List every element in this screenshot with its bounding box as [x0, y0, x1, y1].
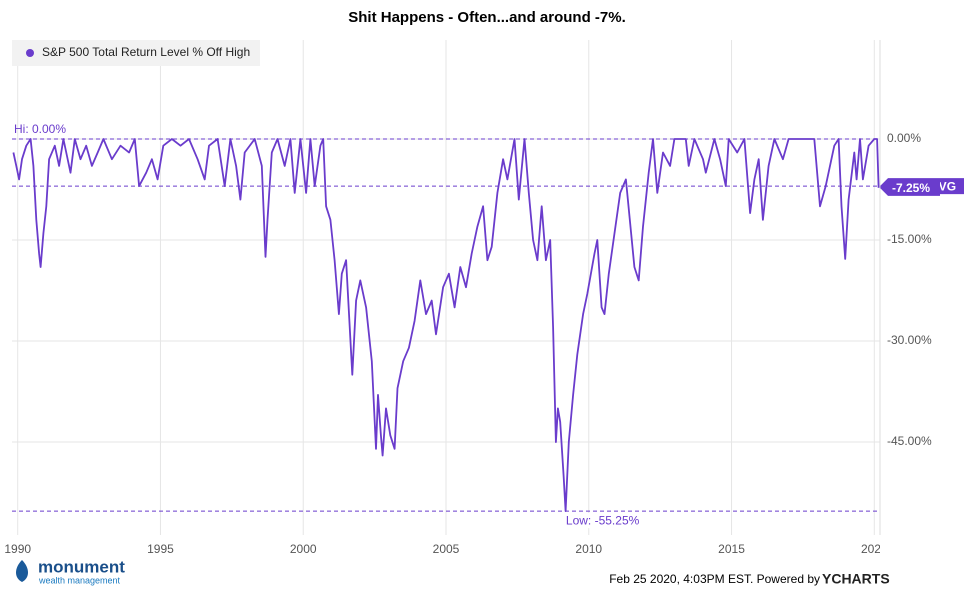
logo-icon	[16, 560, 28, 582]
x-tick-label: 1995	[147, 542, 174, 556]
x-tick-label: 2005	[433, 542, 460, 556]
end-label: -7.25%	[892, 181, 930, 195]
line	[12, 138, 880, 512]
brand: YCHARTS	[822, 571, 890, 587]
chart-title: Shit Happens - Often...and around -7%.	[348, 9, 626, 26]
x-tick-label: 1990	[4, 542, 31, 556]
legend-swatch	[26, 49, 34, 57]
x-tick-label: 2010	[575, 542, 602, 556]
x-tick-label: 2015	[718, 542, 745, 556]
logo: monument wealth management	[16, 557, 125, 585]
legend-bg	[12, 40, 260, 66]
x-tick-label: 2000	[290, 542, 317, 556]
reference-label: Low: -55.25%	[566, 513, 640, 527]
logo-tagline: wealth management	[38, 575, 121, 585]
legend-label: S&P 500 Total Return Level % Off High	[42, 45, 250, 59]
logo-name: monument	[38, 557, 125, 576]
y-tick-label: 0.00%	[887, 131, 921, 145]
x-tick-label: 2020	[861, 542, 888, 556]
end-tag	[880, 179, 940, 196]
footer: Feb 25 2020, 4:03PM EST. Powered by	[609, 572, 820, 586]
y-tick-label: -15.00%	[887, 232, 932, 246]
y-tick-label: -30.00%	[887, 333, 932, 347]
y-tick-label: -45.00%	[887, 434, 932, 448]
reference-label: Hi: 0.00%	[14, 122, 66, 136]
reference-label-bg	[563, 513, 640, 529]
